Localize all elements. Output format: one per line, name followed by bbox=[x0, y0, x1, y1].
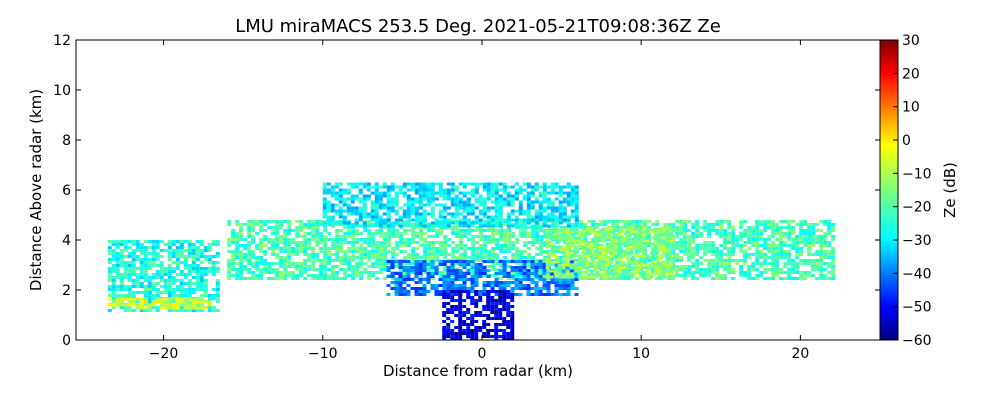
x-tick-label: 10 bbox=[632, 346, 650, 362]
colorbar-label: Ze (dB) bbox=[941, 162, 959, 218]
colorbar-tick-label: 20 bbox=[902, 66, 920, 82]
reflectivity-region-5 bbox=[545, 227, 674, 279]
colorbar-ticks: −60 −50 −40 −30 −20 −10 0 10 20 30 bbox=[893, 33, 932, 349]
reflectivity-data bbox=[107, 182, 836, 340]
colorbar-tick-label: −50 bbox=[902, 300, 932, 316]
y-tick-label: 10 bbox=[53, 83, 71, 99]
x-tick-label: −10 bbox=[308, 346, 338, 362]
y-axis-label: Distance Above radar (km) bbox=[27, 89, 45, 291]
colorbar-tick-label: 0 bbox=[902, 133, 911, 149]
colorbar-tick-label: −10 bbox=[902, 166, 932, 182]
colorbar-tick-label: 30 bbox=[902, 33, 920, 49]
colorbar-tick-label: 10 bbox=[902, 100, 920, 116]
x-tick-label: 0 bbox=[478, 346, 487, 362]
x-axis-label: Distance from radar (km) bbox=[383, 362, 573, 380]
y-tick-label: 8 bbox=[62, 133, 71, 149]
x-tick-label: 20 bbox=[791, 346, 809, 362]
colorbar-tick-label: −40 bbox=[902, 266, 932, 282]
x-tick-label: −20 bbox=[149, 346, 179, 362]
y-tick-label: 4 bbox=[62, 233, 71, 249]
chart-title: LMU miraMACS 253.5 Deg. 2021-05-21T09:08… bbox=[235, 16, 721, 37]
colorbar-tick-label: −30 bbox=[902, 233, 932, 249]
y-tick-label: 12 bbox=[53, 33, 71, 49]
colorbar-tick-label: −20 bbox=[902, 200, 932, 216]
colorbar-tick-label: −60 bbox=[902, 333, 932, 349]
x-axis-ticks: −20 −10 0 10 20 bbox=[149, 40, 809, 362]
reflectivity-region-1 bbox=[227, 220, 836, 280]
y-tick-label: 0 bbox=[62, 333, 71, 349]
reflectivity-region-2 bbox=[322, 182, 579, 228]
reflectivity-region-4 bbox=[442, 290, 515, 340]
reflectivity-region-6 bbox=[107, 297, 212, 310]
y-axis-ticks: 0 2 4 6 8 10 12 bbox=[53, 33, 880, 349]
y-tick-label: 2 bbox=[62, 283, 71, 299]
colorbar bbox=[879, 39, 899, 341]
y-tick-label: 6 bbox=[62, 183, 71, 199]
